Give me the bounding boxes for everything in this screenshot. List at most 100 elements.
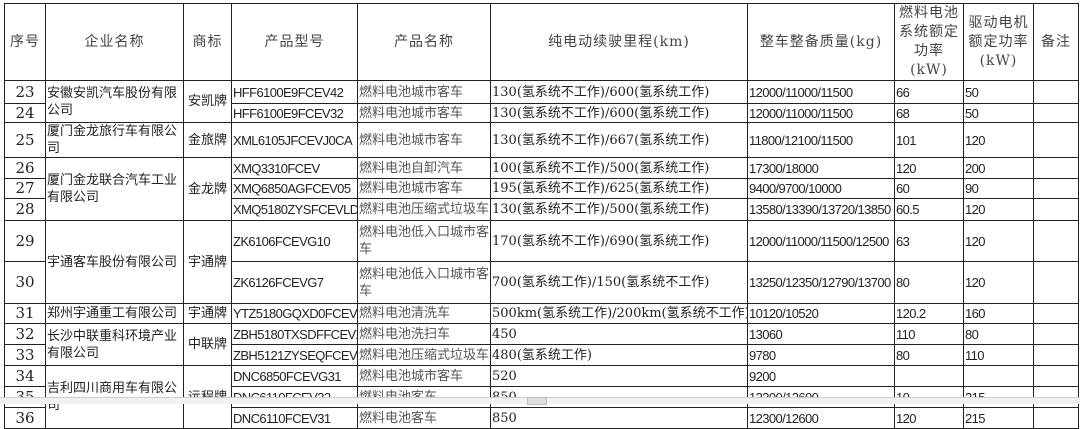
curb-mass: 10120/10520 [747,303,895,324]
curb-mass: 13250/12350/12790/13700 [747,261,895,304]
product-name: 燃料电池低入口城市客车 [357,261,491,304]
row-number: 33 [4,344,46,366]
curb-mass: 9400/9700/10000 [747,178,895,199]
table-row: 23 安徽安凯汽车股份有限公司 安凯牌 HFF6100E9FCEV42 燃料电池城市客车… [4,80,1079,123]
product-name: 燃料电池压缩式垃圾车 [357,344,491,366]
motor-power: 200 [963,157,1034,179]
fuel-cell-power [894,365,964,387]
product-name: 燃料电池城市客车 [357,122,491,158]
fuel-cell-power: 120 [894,157,964,179]
scrollbar-thumb[interactable] [527,397,547,405]
remark [1033,80,1079,104]
motor-power: 215 [963,407,1034,429]
product-name: 燃料电池城市客车 [357,103,491,123]
product-model: ZK6126FCEVG7 [231,261,358,304]
header-cell: 整车整备质量(kg) [747,3,895,81]
row-number: 32 [4,323,46,345]
remark [1033,122,1079,158]
remark [1033,178,1079,199]
curb-mass: 13060 [747,323,895,345]
electric-range: 170(氢系统不工作)/690(氢系统工作) [490,220,748,262]
motor-power: 120 [963,261,1034,304]
curb-mass: 12300/12600 [747,407,895,429]
company-name: 厦门金龙旅行车有限公司 [45,122,184,158]
table-row: 30 ZK6126FCEVG7 燃料电池低入口城市客车 700(氢系统工作)/150(… [4,261,1079,304]
company-name: 长沙中联重科环境产业有限公司 [45,323,184,366]
motor-power: 120 [963,122,1034,158]
fuel-cell-power: 80 [894,344,964,366]
motor-power: 120 [963,198,1034,221]
brand: 金旅牌 [183,122,232,158]
motor-power: 120 [963,220,1034,262]
remark [1033,344,1079,366]
row-number: 27 [4,178,46,199]
electric-range: 195(氢系统不工作)/625(氢系统工作) [490,178,748,199]
product-model: XMQ6850AGFCEV05 [231,178,358,199]
curb-mass: 12000/11000/11500 [747,80,895,104]
table-row: 32长沙中联重科环境产业有限公司中联牌ZBH5180TXSDFFCEVXQ燃料电… [4,323,1079,366]
fuel-cell-power: 120.2 [894,303,964,324]
product-model: YTZ5180GQXD0FCEV [231,303,358,324]
curb-mass: 9780 [747,344,895,366]
brand: 安凯牌 [183,80,232,123]
curb-mass: 11800/12100/11500 [747,122,895,158]
fuel-cell-power: 60 [894,178,964,199]
product-name: 燃料电池城市客车 [357,365,491,387]
table-row: 29 宇通客车股份有限公司 宇通牌 ZK6106FCEVG10 燃料电池低入口城市客车 1… [4,220,1079,304]
product-model: DNC6110FCEV31 [231,407,358,429]
vehicle-table: 序号 企业名称 商标 产品型号 产品名称 纯电动续驶里程(km) 整车整备质量(… [4,3,1079,429]
header-cell: 驱动电机额定功率(kW) [963,3,1034,81]
product-name: 燃料电池压缩式垃圾车 [357,198,491,221]
product-model: DNC6850FCEVG31 [231,365,358,387]
remark [1033,407,1079,429]
product-model: ZK6106FCEVG10 [231,220,358,262]
table-row: 28 XMQ5180ZYSFCEVLD 燃料电池压缩式垃圾车 130(氢系统不工作)/… [4,198,1079,221]
header-cell: 产品名称 [357,3,491,81]
motor-power: 90 [963,178,1034,199]
brand: 宇通牌 [183,303,232,324]
product-name: 燃料电池客车 [357,407,491,429]
curb-mass: 17300/18000 [747,157,895,179]
header-cell: 备注 [1033,3,1079,81]
remark [1033,157,1079,179]
product-model: HFF6100E9FCEV32 [231,103,358,123]
electric-range: 480(氢系统工作) [490,344,748,366]
remark [1033,303,1079,324]
fuel-cell-power: 101 [894,122,964,158]
row-number: 36 [4,407,46,429]
product-name: 燃料电池自卸汽车 [357,157,491,179]
row-number: 25 [4,122,46,158]
row-number: 29 [4,220,46,262]
header-cell: 产品型号 [231,3,358,81]
product-name: 燃料电池洗扫车 [357,323,491,345]
table-row: 26 厦门金龙联合汽车工业有限公司 金龙牌 XMQ3310FCEV 燃料电池自卸汽车 10… [4,157,1079,221]
remark [1033,103,1079,123]
electric-range: 130(氢系统不工作)/600(氢系统工作) [490,103,748,123]
remark [1033,261,1079,304]
fuel-cell-power: 68 [894,103,964,123]
remark [1033,323,1079,345]
brand: 金龙牌 [183,157,232,221]
table-row: 24 HFF6100E9FCEV32 燃料电池城市客车 130(氢系统不工作)/600… [4,103,1079,123]
remark [1033,220,1079,262]
electric-range: 130(氢系统不工作)/667(氢系统工作) [490,122,748,158]
product-model: XMQ3310FCEV [231,157,358,179]
brand: 宇通牌 [183,220,232,304]
company-name: 郑州宇通重工有限公司 [45,303,184,324]
electric-range: 100(氢系统不工作)/500(氢系统工作) [490,157,748,179]
motor-power: 160 [963,303,1034,324]
remark [1033,365,1079,387]
row-number: 31 [4,303,46,324]
header-cell: 商标 [183,3,232,81]
row-number: 24 [4,103,46,123]
motor-power: 80 [963,323,1034,345]
header-cell: 燃料电池系统额定功率(kW) [894,3,964,81]
product-model: XML6105JFCEVJ0CA [231,122,358,158]
row-number: 23 [4,80,46,104]
table-row: 33 ZBH5121ZYSEQFCEV 燃料电池压缩式垃圾车 480(氢系统工作) 97… [4,344,1079,366]
row-number: 30 [4,261,46,304]
company-name: 安徽安凯汽车股份有限公司 [45,80,184,123]
motor-power: 110 [963,344,1034,366]
product-name: 燃料电池城市客车 [357,80,491,104]
company-name: 宇通客车股份有限公司 [45,220,184,304]
